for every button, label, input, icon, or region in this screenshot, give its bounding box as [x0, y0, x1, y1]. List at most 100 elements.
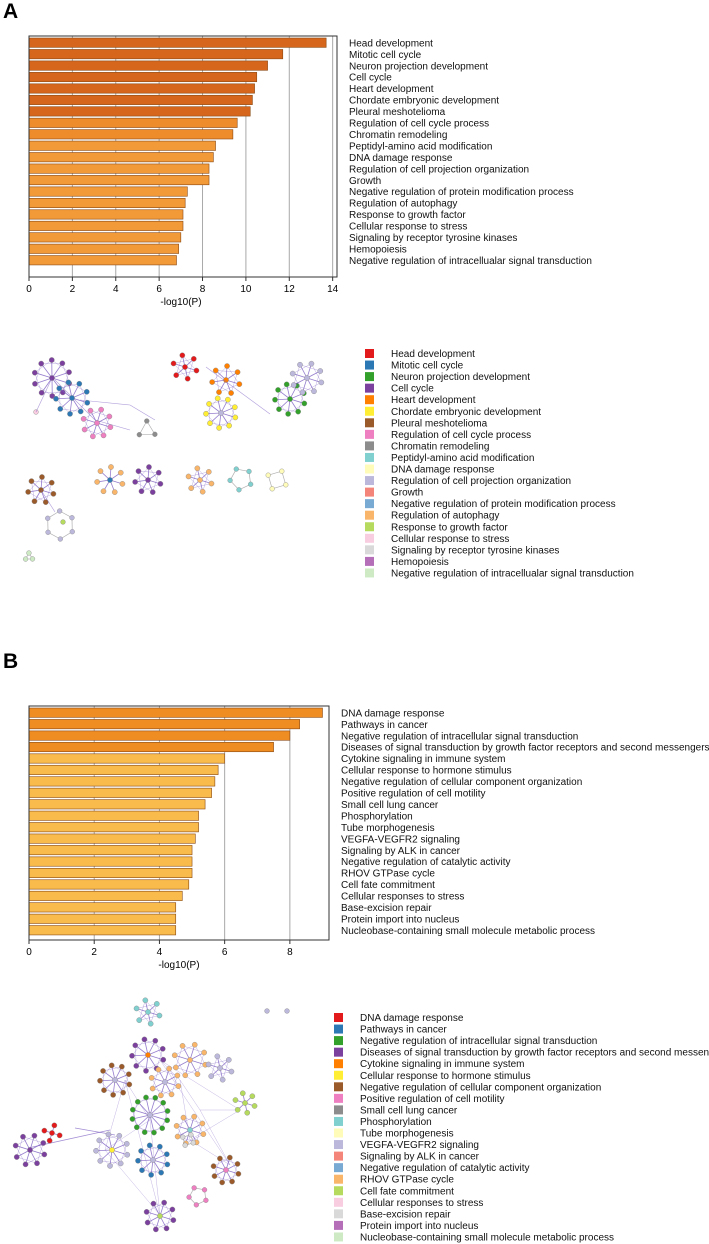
- network-edge: [149, 1097, 156, 1116]
- network-node: [164, 1161, 171, 1168]
- network-edge: [55, 398, 71, 415]
- network-edge: [217, 398, 235, 408]
- bar-label: Positive regulation of cell motility: [341, 789, 486, 800]
- network-node: [179, 1043, 186, 1049]
- network-edge: [99, 1140, 101, 1161]
- network-edge: [84, 410, 91, 430]
- network-node: [57, 406, 64, 412]
- network-node: [149, 489, 156, 495]
- bar: [28, 776, 216, 787]
- network-edge: [158, 1069, 178, 1076]
- network-edge: [94, 419, 131, 431]
- network-node: [235, 1171, 242, 1177]
- network-node: [187, 1057, 193, 1063]
- network-node: [283, 381, 290, 388]
- legend-a-label: Negative regulation of intracellualar si…: [391, 568, 634, 579]
- network-node: [157, 481, 164, 487]
- network-node: [143, 1094, 149, 1101]
- network-edge: [136, 1008, 151, 1024]
- network-edge: [140, 1146, 160, 1152]
- network-edge: [208, 403, 211, 424]
- x-tick-label: 2: [70, 284, 76, 295]
- network-edge: [212, 381, 232, 394]
- network-node: [129, 1116, 136, 1122]
- network-node: [12, 1142, 19, 1149]
- network-node: [22, 556, 29, 562]
- network-edge: [83, 418, 94, 437]
- network-edge: [51, 371, 70, 379]
- network-node: [214, 395, 221, 402]
- network-edge: [36, 1142, 44, 1164]
- network-edge: [174, 1044, 195, 1056]
- network-b: [12, 997, 290, 1233]
- legend-a-label: Heart development: [391, 395, 476, 406]
- network-node: [276, 406, 282, 412]
- network-node: [142, 997, 149, 1004]
- x-tick-label: 10: [240, 284, 252, 295]
- network-node: [41, 1127, 48, 1134]
- legend-a-label: Regulation of autophagy: [391, 511, 499, 522]
- network-node: [234, 1161, 241, 1167]
- network-node: [69, 529, 75, 535]
- network-node: [193, 367, 200, 374]
- legend-a-swatch: [365, 429, 374, 439]
- network-node: [203, 1197, 209, 1203]
- network-node: [151, 1129, 157, 1136]
- network-edge: [149, 1102, 164, 1116]
- legend-a-label: Regulation of cell cycle process: [391, 430, 531, 441]
- network-node: [27, 1147, 33, 1153]
- network-node: [184, 375, 191, 382]
- bar: [28, 822, 199, 833]
- network-edge: [135, 1045, 137, 1066]
- legend-b-label: Base-excision repair: [360, 1209, 451, 1220]
- panel-label-b: B: [3, 650, 19, 673]
- bar-label: Growth: [349, 176, 381, 187]
- network-node: [93, 1147, 99, 1154]
- network-node: [100, 488, 107, 495]
- network-node: [179, 352, 186, 359]
- network-node: [207, 420, 213, 426]
- network-node: [194, 465, 201, 472]
- network-edge: [214, 1175, 233, 1182]
- network-edge: [222, 1173, 239, 1183]
- legend-b-label: Nucleobase-containing small molecule met…: [360, 1232, 614, 1243]
- network-node: [136, 1017, 142, 1023]
- network-edge: [213, 1166, 223, 1183]
- network-edge: [145, 1097, 151, 1116]
- network-node: [251, 1103, 258, 1109]
- legend-b-swatch: [334, 1024, 343, 1034]
- network-edge: [137, 1101, 151, 1116]
- network-node: [226, 422, 232, 429]
- network-edge: [135, 481, 153, 493]
- network-node: [22, 1161, 29, 1168]
- network-node: [180, 1134, 186, 1140]
- network-node: [265, 472, 271, 478]
- network-node: [210, 1163, 217, 1169]
- legend-a-swatch: [365, 568, 374, 578]
- network-edge: [28, 491, 46, 503]
- network-edge: [152, 472, 159, 493]
- network-node: [145, 1009, 151, 1015]
- network-node: [13, 1154, 20, 1160]
- network-edge: [144, 1114, 151, 1133]
- network-edge: [138, 470, 159, 473]
- network-edge: [121, 1066, 130, 1085]
- bar-label: Negative regulation of intracellular sig…: [341, 731, 578, 742]
- network-edge: [139, 1015, 160, 1021]
- bar-label: DNA damage response: [349, 153, 453, 164]
- network-edge: [132, 1109, 151, 1116]
- bar: [28, 232, 182, 243]
- bar: [28, 94, 253, 105]
- network-node: [232, 1097, 239, 1103]
- plot-frame: [28, 705, 330, 941]
- network-edge: [136, 1114, 151, 1128]
- bar: [28, 730, 291, 741]
- bar-label: Nucleobase-containing small molecule met…: [341, 926, 595, 937]
- network-node: [129, 1052, 135, 1059]
- legend-a-swatch: [365, 487, 374, 497]
- legend-a-swatch: [365, 395, 374, 405]
- bar-label: Regulation of cell cycle process: [349, 119, 489, 130]
- network-node: [206, 401, 212, 407]
- legend-a-label: Cell cycle: [391, 384, 434, 395]
